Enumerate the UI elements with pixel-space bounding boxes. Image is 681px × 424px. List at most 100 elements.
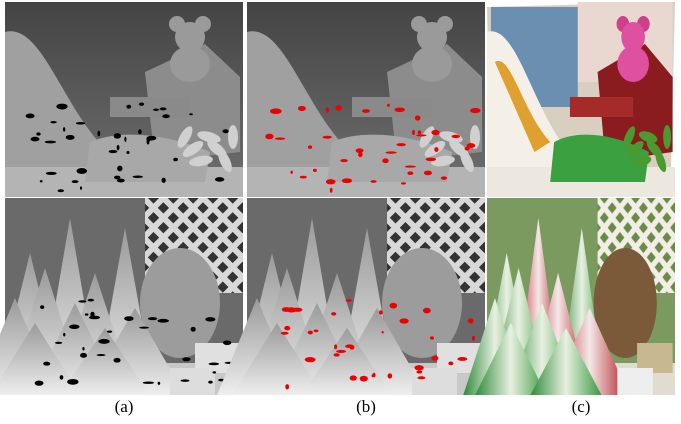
artifact (76, 168, 87, 174)
artifact (323, 136, 332, 139)
artifact (342, 178, 352, 183)
artifact (414, 365, 423, 370)
artifact (26, 114, 35, 119)
artifact (308, 145, 312, 149)
artifact (139, 327, 149, 329)
artifact (270, 108, 282, 114)
artifact (431, 130, 439, 135)
page: (a) (b) (c) (() => { const data = JSON.p… (0, 0, 681, 424)
artifact (80, 353, 87, 358)
artifact (287, 307, 296, 312)
image-panel (5, 2, 243, 197)
artifact (356, 148, 364, 153)
artifact (382, 331, 384, 334)
artifact (412, 130, 415, 135)
artifact (212, 371, 216, 373)
image-panel (0, 198, 243, 395)
artifact (182, 357, 190, 361)
artifact (340, 159, 347, 162)
artifact (405, 166, 416, 168)
artifact (346, 299, 352, 302)
block (170, 368, 215, 395)
artifact (59, 104, 62, 106)
figure: (a) (b) (c) (0, 0, 681, 424)
artifact (82, 347, 84, 351)
artifact (97, 131, 100, 137)
artifact (88, 299, 95, 302)
artifact (191, 327, 196, 332)
artifact (63, 127, 65, 131)
artifact (372, 374, 375, 377)
artifact (162, 178, 166, 183)
artifact (69, 325, 79, 329)
artifact (434, 147, 438, 152)
artifact (331, 312, 336, 316)
artifact (415, 115, 421, 120)
artifact (441, 176, 447, 179)
artifact (139, 102, 144, 105)
artifact (305, 357, 316, 362)
artifact (133, 175, 143, 178)
artifact (313, 169, 317, 172)
artifact (407, 171, 413, 175)
artifact (265, 134, 273, 140)
artifact (424, 171, 432, 176)
artifact (314, 329, 319, 332)
bar (570, 97, 633, 117)
artifact (98, 339, 110, 344)
artifact (85, 313, 89, 315)
artifact (382, 158, 388, 163)
panel-label: (c) (572, 397, 591, 416)
artifact (78, 300, 86, 302)
artifact (89, 316, 100, 320)
artifact (205, 317, 215, 321)
panel-label: (a) (115, 397, 134, 416)
artifact (345, 344, 354, 348)
artifact (371, 180, 377, 183)
artifact (63, 333, 65, 337)
artifact (60, 375, 64, 380)
artifact (117, 145, 120, 151)
plant-leaf (228, 125, 238, 149)
artifact (72, 180, 79, 183)
artifact (107, 331, 112, 333)
artifact (215, 177, 224, 182)
artifact (181, 379, 190, 382)
artifact (58, 189, 64, 192)
artifact (40, 305, 44, 309)
artifact (158, 382, 161, 385)
artifact (160, 107, 167, 110)
artifact (416, 134, 426, 136)
bar (110, 97, 190, 117)
artifact (124, 316, 133, 321)
artifact (40, 180, 43, 182)
artifact (379, 310, 383, 314)
bear-body (170, 46, 210, 82)
artifact (36, 132, 40, 135)
artifact (46, 172, 57, 175)
artifact (275, 138, 286, 140)
artifact (385, 151, 396, 153)
artifact (467, 143, 476, 148)
artifact (97, 354, 106, 356)
image-panel (487, 2, 675, 197)
artifact (418, 130, 421, 134)
artifact (208, 381, 212, 384)
artifact (31, 137, 40, 142)
artifact (308, 331, 313, 335)
artifact (157, 319, 169, 323)
artifact (431, 356, 438, 361)
artifact (452, 135, 460, 138)
artifact (298, 106, 306, 111)
artifact (401, 182, 406, 184)
artifact (67, 379, 78, 385)
artifact (223, 340, 231, 345)
artifact (222, 129, 228, 133)
image-panel (247, 2, 485, 197)
artifact (430, 336, 434, 339)
bear-body (617, 46, 649, 82)
panel-label: (b) (356, 397, 376, 416)
artifact (76, 122, 85, 125)
bar (352, 97, 432, 117)
image-panel (217, 198, 485, 395)
